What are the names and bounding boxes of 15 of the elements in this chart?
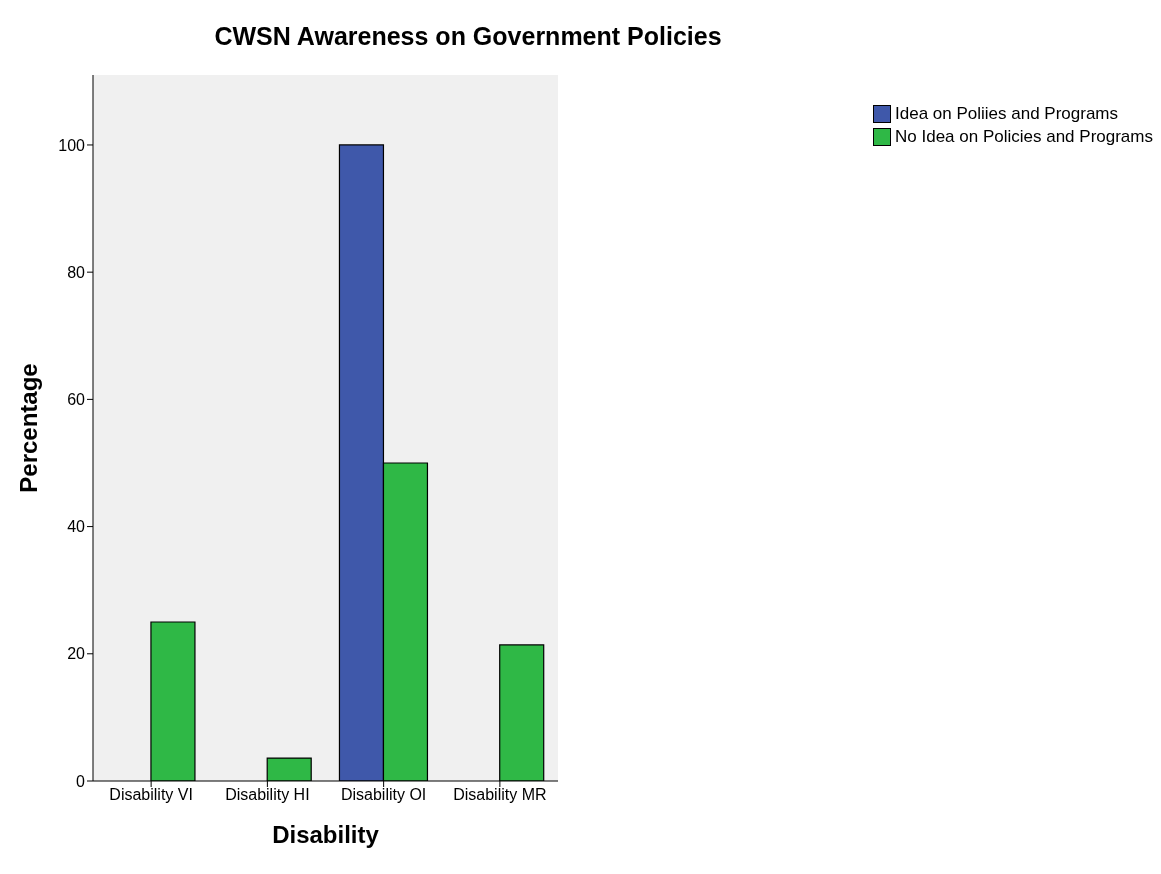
y-tick-label: 60 — [67, 391, 86, 409]
chart-title: CWSN Awareness on Government Policies — [213, 22, 723, 51]
y-axis-title: Percentage — [14, 363, 42, 493]
y-tick-label: 20 — [67, 645, 86, 663]
x-axis-title: Disability — [272, 821, 380, 848]
legend-label: No Idea on Policies and Programs — [895, 127, 1153, 147]
x-tick-label: Disability VI — [109, 786, 193, 804]
y-tick-label: 0 — [76, 772, 86, 790]
y-tick-label: 40 — [67, 518, 86, 536]
legend-label: Idea on Poliies and Programs — [895, 104, 1119, 124]
x-tick-label: Disability OI — [340, 786, 427, 804]
y-tick-label: 80 — [67, 263, 86, 281]
y-tick-label: 100 — [58, 136, 86, 154]
x-tick-label: Disability MR — [453, 786, 547, 804]
x-tick-label: Disability HI — [225, 786, 310, 804]
